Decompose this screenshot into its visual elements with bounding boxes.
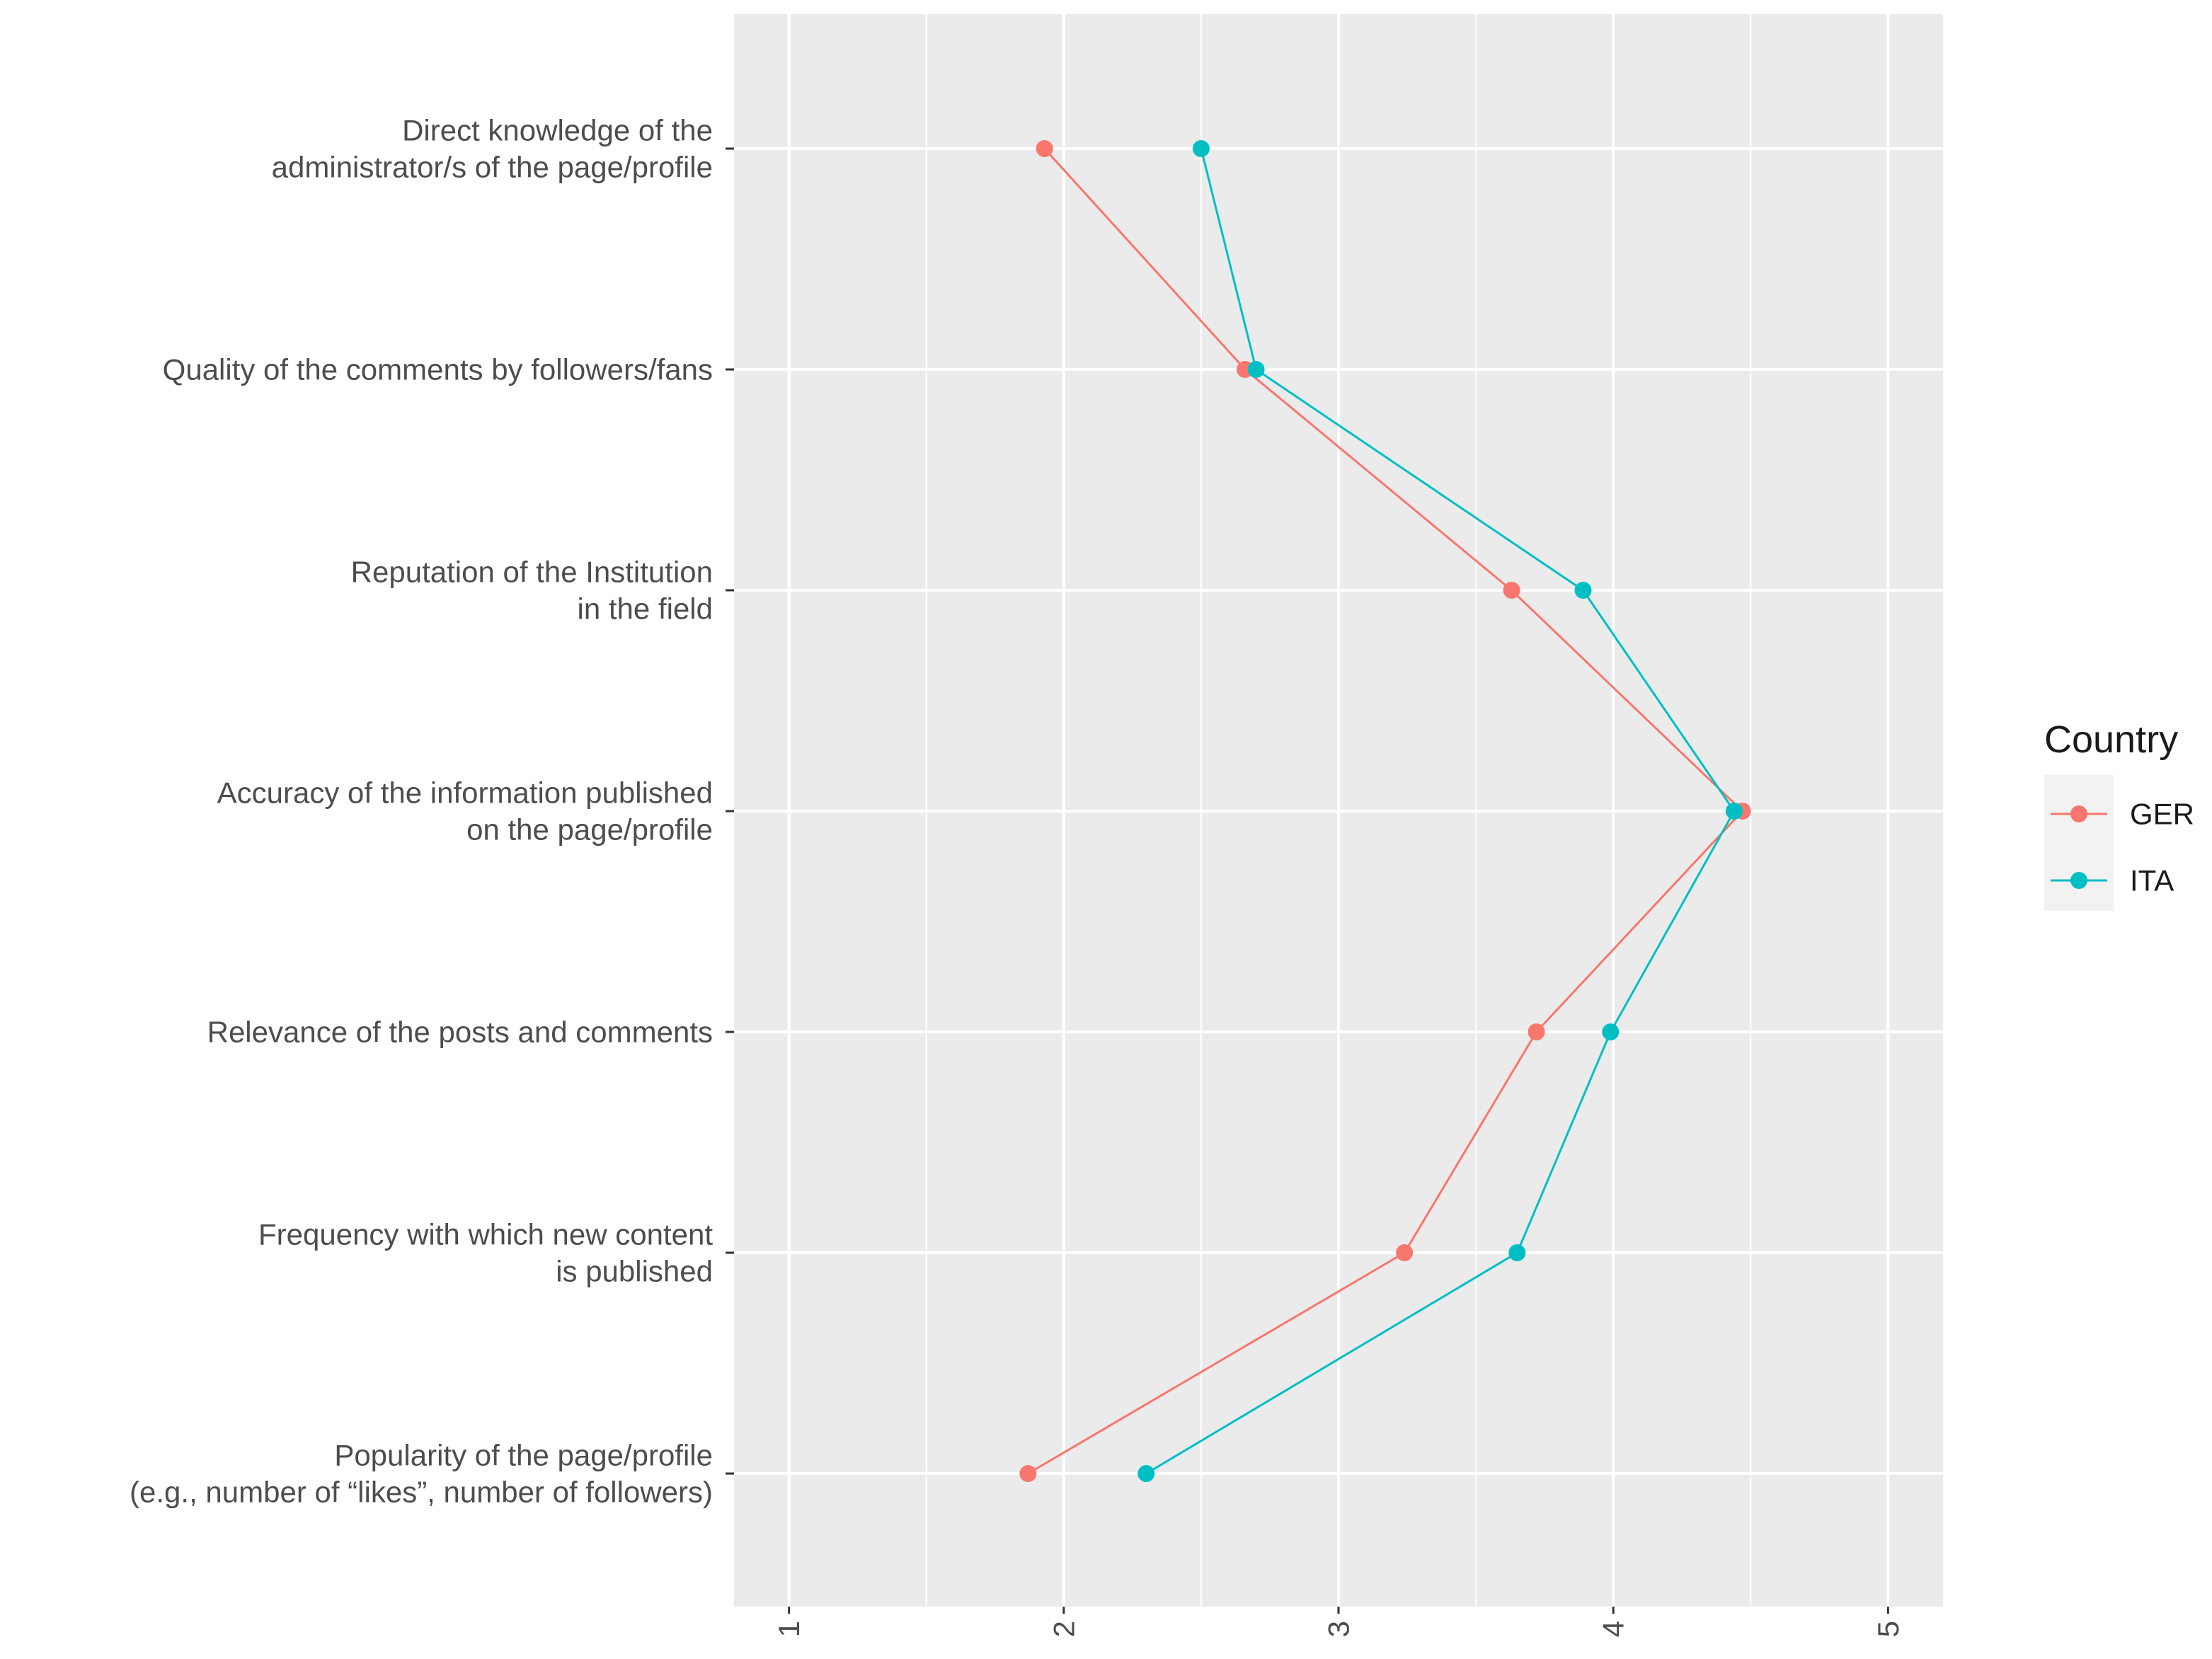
data-point-ita bbox=[1602, 1023, 1620, 1040]
x-tick-label: 5 bbox=[1872, 1621, 1905, 1637]
y-category-label: Frequency with which new content bbox=[258, 1218, 713, 1251]
legend-key-point bbox=[2070, 805, 2087, 822]
y-category-label: on the page/profile bbox=[466, 813, 713, 846]
series bbox=[1019, 140, 1751, 1482]
legend: Country GER ITA bbox=[2044, 718, 2194, 911]
y-category-label: Relevance of the posts and comments bbox=[207, 1016, 713, 1049]
y-category-label: Reputation of the Institution bbox=[351, 556, 713, 589]
x-tick-label: 4 bbox=[1597, 1621, 1630, 1637]
data-point-ger bbox=[1528, 1023, 1545, 1040]
data-point-ita bbox=[1574, 582, 1592, 599]
grid bbox=[734, 14, 1943, 1607]
y-category-label: in the field bbox=[578, 592, 713, 626]
data-point-ita bbox=[1247, 361, 1265, 378]
y-category-label: Direct knowledge of the bbox=[402, 114, 713, 147]
data-point-ita bbox=[1725, 803, 1743, 820]
y-category-label: is published bbox=[556, 1255, 713, 1288]
legend-key-background bbox=[2044, 775, 2114, 911]
data-point-ita bbox=[1508, 1244, 1526, 1261]
x-tick-label: 1 bbox=[772, 1621, 806, 1637]
legend-title: Country bbox=[2044, 718, 2178, 761]
legend-label-ger: GER bbox=[2130, 798, 2194, 831]
data-point-ger bbox=[1019, 1465, 1037, 1482]
y-category-label: Quality of the comments by followers/fan… bbox=[163, 353, 713, 386]
y-category-label: Popularity of the page/profile bbox=[334, 1439, 713, 1472]
data-point-ita bbox=[1137, 1465, 1155, 1482]
y-category-label: Accuracy of the information published bbox=[217, 776, 713, 810]
data-point-ita bbox=[1192, 140, 1210, 157]
x-tick-label: 2 bbox=[1047, 1621, 1080, 1637]
data-point-ger bbox=[1396, 1244, 1414, 1261]
axes: 1 2 3 4 5 Direct knowledge of the administrato… bbox=[130, 114, 1905, 1638]
y-category-label: (e.g., number of “likes”, number of foll… bbox=[130, 1476, 713, 1509]
y-category-label: administrator/s of the page/profile bbox=[272, 151, 713, 184]
legend-label-ita: ITA bbox=[2130, 864, 2174, 897]
x-tick-label: 3 bbox=[1322, 1621, 1356, 1637]
data-point-ger bbox=[1036, 140, 1053, 157]
data-point-ger bbox=[1503, 582, 1520, 599]
legend-key-point bbox=[2070, 872, 2087, 889]
